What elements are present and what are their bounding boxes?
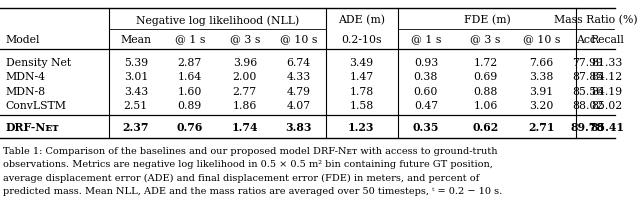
Text: 6.74: 6.74 [287, 58, 311, 68]
Text: 2.77: 2.77 [233, 87, 257, 97]
Text: 88.02: 88.02 [572, 101, 604, 111]
Text: 3.83: 3.83 [285, 122, 312, 133]
Text: 0.35: 0.35 [413, 122, 439, 133]
Text: 1.64: 1.64 [178, 72, 202, 82]
Text: Recall: Recall [590, 34, 624, 45]
Text: 1.23: 1.23 [348, 122, 374, 133]
Text: 85.02: 85.02 [591, 101, 623, 111]
Text: 2.37: 2.37 [123, 122, 149, 133]
Text: Table 1: Comparison of the baselines and our proposed model DRF-Nᴇᴛ with access : Table 1: Comparison of the baselines and… [3, 147, 497, 156]
Text: 2.87: 2.87 [178, 58, 202, 68]
Text: 1.47: 1.47 [349, 72, 373, 82]
Text: 0.62: 0.62 [472, 122, 499, 133]
Text: 87.85: 87.85 [572, 72, 604, 82]
Text: @ 1 s: @ 1 s [175, 34, 205, 45]
Text: 0.2-10s: 0.2-10s [341, 34, 381, 45]
Text: ADE (m): ADE (m) [339, 15, 385, 25]
Text: Acc.: Acc. [576, 34, 600, 45]
Text: 5.39: 5.39 [124, 58, 148, 68]
Text: MDN-8: MDN-8 [6, 87, 46, 97]
Text: predicted mass. Mean NLL, ADE and the mass ratios are averaged over 50 timesteps: predicted mass. Mean NLL, ADE and the ma… [3, 187, 502, 196]
Text: 1.78: 1.78 [349, 87, 374, 97]
Text: MDN-4: MDN-4 [6, 72, 46, 82]
Text: 2.00: 2.00 [232, 72, 257, 82]
Text: ConvLSTM: ConvLSTM [6, 101, 67, 111]
Text: 3.43: 3.43 [124, 87, 148, 97]
Text: 0.69: 0.69 [474, 72, 498, 82]
Text: DRF-Nᴇᴛ: DRF-Nᴇᴛ [6, 122, 60, 133]
Text: @ 1 s: @ 1 s [411, 34, 441, 45]
Text: 3.01: 3.01 [124, 72, 148, 82]
Text: 81.33: 81.33 [591, 58, 623, 68]
Text: 0.38: 0.38 [413, 72, 438, 82]
Text: Mass Ratio (%): Mass Ratio (%) [554, 15, 637, 25]
Text: 0.47: 0.47 [414, 101, 438, 111]
Text: 85.41: 85.41 [590, 122, 624, 133]
Text: 3.20: 3.20 [529, 101, 554, 111]
Text: 1.72: 1.72 [474, 58, 498, 68]
Text: FDE (m): FDE (m) [464, 15, 511, 25]
Text: 4.79: 4.79 [287, 87, 311, 97]
Text: 1.86: 1.86 [232, 101, 257, 111]
Text: Density Net: Density Net [6, 58, 71, 68]
Text: 0.89: 0.89 [178, 101, 202, 111]
Text: 2.71: 2.71 [528, 122, 555, 133]
Text: 7.66: 7.66 [529, 58, 554, 68]
Text: 3.96: 3.96 [232, 58, 257, 68]
Text: 1.60: 1.60 [178, 87, 202, 97]
Text: 0.76: 0.76 [177, 122, 203, 133]
Text: 0.60: 0.60 [413, 87, 438, 97]
Text: 84.12: 84.12 [591, 72, 623, 82]
Text: 3.38: 3.38 [529, 72, 554, 82]
Text: 3.91: 3.91 [529, 87, 554, 97]
Text: 89.78: 89.78 [571, 122, 605, 133]
Text: @ 3 s: @ 3 s [230, 34, 260, 45]
Text: @ 10 s: @ 10 s [523, 34, 560, 45]
Text: @ 10 s: @ 10 s [280, 34, 317, 45]
Text: 4.07: 4.07 [287, 101, 311, 111]
Text: 85.56: 85.56 [572, 87, 604, 97]
Text: 0.88: 0.88 [474, 87, 498, 97]
Text: 2.51: 2.51 [124, 101, 148, 111]
Text: Mean: Mean [120, 34, 152, 45]
Text: 3.49: 3.49 [349, 58, 373, 68]
Text: Negative log likelihood (NLL): Negative log likelihood (NLL) [136, 15, 299, 25]
Text: 84.19: 84.19 [591, 87, 623, 97]
Text: 1.58: 1.58 [349, 101, 374, 111]
Text: 1.06: 1.06 [474, 101, 498, 111]
Text: 1.74: 1.74 [232, 122, 258, 133]
Text: 77.99: 77.99 [572, 58, 604, 68]
Text: 4.33: 4.33 [287, 72, 311, 82]
Text: Model: Model [6, 34, 40, 45]
Text: 0.93: 0.93 [414, 58, 438, 68]
Text: @ 3 s: @ 3 s [470, 34, 501, 45]
Text: observations. Metrics are negative log likelihood in 0.5 × 0.5 m² bin containing: observations. Metrics are negative log l… [3, 160, 493, 169]
Text: average displacement error (ADE) and final displacement error (FDE) in meters, a: average displacement error (ADE) and fin… [3, 174, 479, 183]
